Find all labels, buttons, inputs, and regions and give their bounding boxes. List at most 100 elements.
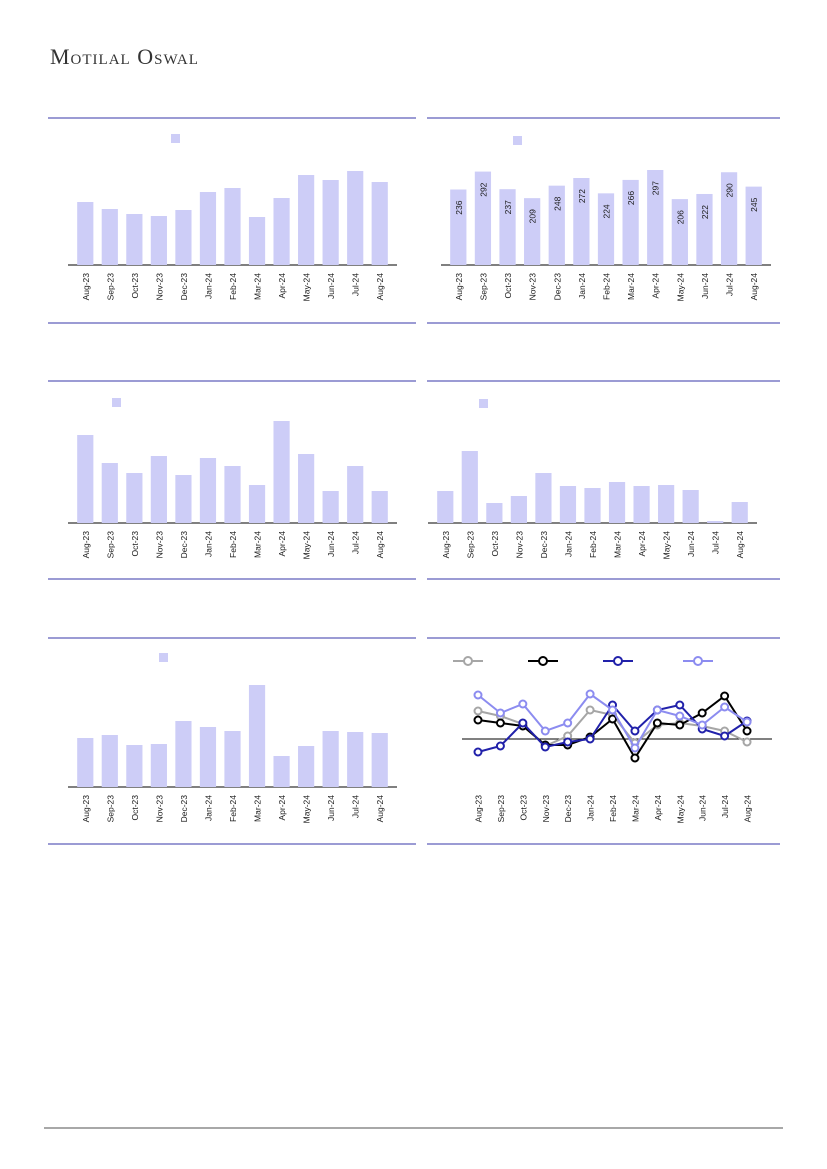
x-axis-label: Jul-24: [351, 795, 361, 818]
legend-marker-square: [513, 136, 522, 145]
bar: [77, 738, 94, 787]
data-point-marker: [720, 702, 730, 712]
data-point-marker: [742, 726, 752, 736]
bar-value-label: 272: [577, 189, 587, 203]
data-point-marker: [473, 706, 483, 716]
data-point-marker: [540, 742, 550, 752]
bar-value-label: 224: [602, 204, 612, 218]
x-axis-label: Apr-24: [653, 795, 663, 821]
x-axis-label: Aug-24: [375, 795, 385, 823]
data-point-marker: [630, 753, 640, 763]
data-point-marker: [720, 691, 730, 701]
x-axis-label: Aug-24: [375, 531, 385, 559]
bar: [298, 454, 315, 523]
bar: [347, 466, 364, 523]
bar: [224, 731, 241, 787]
data-point-marker: [585, 689, 595, 699]
x-axis-label: Sep-23: [105, 795, 115, 823]
brand-logo: Motilal Oswal: [50, 44, 199, 69]
x-axis-label: Jul-24: [351, 531, 361, 554]
bar: [224, 188, 241, 265]
data-point-marker: [742, 717, 752, 727]
bar: [248, 685, 266, 787]
bar: [77, 435, 94, 523]
x-axis-label: Aug-24: [743, 795, 753, 823]
x-axis-label: Dec-23: [179, 531, 189, 559]
x-axis-label: Sep-23: [105, 273, 115, 301]
bar: [101, 735, 118, 787]
legend-marker-square: [479, 399, 488, 408]
legend-marker-square: [159, 653, 168, 662]
x-axis-label: Feb-24: [588, 531, 598, 558]
x-axis-label: Dec-23: [563, 795, 573, 823]
x-axis-label: Oct-23: [130, 273, 140, 299]
chart-panel-middle-left: Aug-23 Sep-23 Oct-23 Nov-23 Dec-23 Jan-24 Feb-…: [48, 380, 416, 580]
bar-value-label: 236: [454, 200, 464, 214]
data-point-marker: [720, 731, 730, 741]
bar: [298, 746, 315, 787]
x-axis-label: Oct-23: [518, 795, 528, 821]
x-axis-label: Apr-24: [277, 531, 287, 557]
bar-chart-top-left: Aug-23 Sep-23 Oct-23 Nov-23 Dec-23 Jan-24 Feb-…: [68, 134, 397, 301]
x-axis-label: Aug-24: [735, 531, 745, 559]
bar: [273, 421, 290, 523]
bar: [150, 744, 167, 787]
bar: [322, 180, 339, 265]
x-axis-label: Aug-24: [375, 273, 385, 301]
x-axis-label: Jan-24: [203, 531, 213, 557]
x-axis-label: Apr-24: [637, 531, 647, 557]
data-point-marker: [675, 711, 685, 721]
bar: [101, 209, 118, 265]
bar: [126, 214, 143, 265]
x-axis-label: Jan-24: [586, 795, 596, 821]
bar: [548, 185, 565, 265]
chart-panel-bottom-left: Aug-23 Sep-23 Oct-23 Nov-23 Dec-23 Jan-24 Feb-…: [48, 637, 416, 845]
x-axis-label: Jun-24: [326, 273, 336, 299]
x-axis-label: Apr-24: [651, 273, 661, 299]
bar: [647, 170, 664, 265]
data-point-marker: [697, 708, 707, 718]
x-axis-label: Sep-23: [496, 795, 506, 823]
x-axis-label: Feb-24: [228, 795, 238, 822]
bar: [524, 198, 541, 265]
data-point-marker: [495, 708, 505, 718]
x-axis-label: Aug-23: [454, 273, 464, 301]
data-point-marker: [473, 715, 483, 725]
bar: [597, 193, 615, 265]
data-point-marker: [675, 720, 685, 730]
bar: [199, 458, 217, 523]
bar-chart-middle-left: Aug-23 Sep-23 Oct-23 Nov-23 Dec-23 Jan-24 Feb-…: [68, 398, 397, 559]
x-axis-label: Dec-23: [179, 795, 189, 823]
x-axis-label: Nov-23: [154, 795, 164, 823]
bar-chart-bottom-left: Aug-23 Sep-23 Oct-23 Nov-23 Dec-23 Jan-24 Feb-…: [68, 653, 397, 823]
bar: [573, 177, 590, 265]
chart-panel-bottom-right: Aug-23 Sep-23 Oct-23 Nov-23 Dec-23 Jan-24 Feb-…: [427, 637, 780, 845]
bar: [347, 171, 364, 265]
x-axis-label: Aug-23: [474, 795, 484, 823]
bar: [248, 217, 266, 265]
bar: [633, 486, 650, 523]
data-point-marker: [608, 705, 618, 715]
bar-value-label: 292: [478, 182, 488, 196]
legend-circle-marker: [693, 656, 703, 666]
data-point-marker: [495, 741, 505, 751]
chart-panel-top-right: 236 Aug-23 292 Sep-23 237 Oct-23 209 Nov-23 248 D…: [427, 117, 780, 324]
footer-divider: [44, 1127, 783, 1129]
bar: [199, 727, 217, 787]
x-axis-label: Feb-24: [228, 531, 238, 558]
x-axis-label: Nov-23: [514, 531, 524, 559]
x-axis-label: Aug-23: [81, 531, 91, 559]
bar: [101, 463, 118, 523]
x-axis-label: Mar-24: [626, 273, 636, 300]
bar: [474, 171, 492, 265]
x-axis-label: Dec-23: [552, 273, 562, 301]
bar-value-label: 248: [552, 196, 562, 210]
bar-value-label: 222: [700, 205, 710, 219]
bar-value-label: 206: [675, 210, 685, 224]
bar: [248, 485, 266, 523]
bar: [126, 473, 143, 523]
x-axis-label: May-24: [675, 273, 685, 302]
bar: [559, 486, 577, 523]
x-axis-label: May-24: [675, 795, 685, 824]
